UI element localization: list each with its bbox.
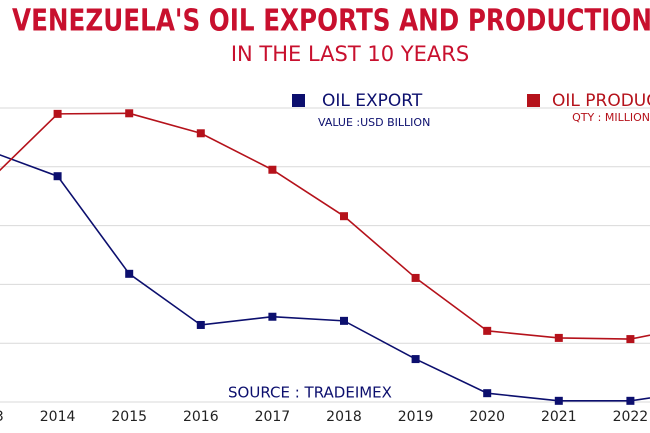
x-tick-label: 2021	[541, 409, 577, 425]
point	[196, 129, 205, 138]
point	[340, 212, 348, 221]
point	[340, 316, 348, 325]
point	[53, 109, 62, 118]
point	[196, 320, 205, 329]
point	[125, 269, 134, 278]
legend-label: OIL EXPORT	[322, 91, 423, 111]
legend-label: OIL PRODUC	[552, 91, 650, 111]
legend-unit: QTY : MILLION	[572, 111, 650, 124]
point	[411, 273, 420, 282]
source: SOURCE : TRADEIMEX	[228, 384, 392, 402]
point	[53, 172, 62, 181]
series-line	[0, 112, 650, 340]
x-tick-label: 2014	[40, 409, 76, 425]
x-tick-label: 2017	[255, 409, 291, 425]
x-tick-label: 2015	[111, 409, 147, 425]
x-tick-label: 2022	[613, 409, 649, 425]
point	[626, 396, 635, 405]
legend-swatch	[527, 94, 540, 107]
point	[268, 312, 277, 321]
x-tick-label: 2013	[0, 409, 4, 425]
x-tick-label: 2018	[326, 409, 362, 425]
chart-title: VENEZUELA'S OIL EXPORTS AND PRODUCTION	[12, 4, 650, 39]
point	[554, 396, 563, 405]
x-tick-label: 2019	[398, 409, 434, 425]
point	[554, 333, 563, 342]
series-line	[0, 154, 650, 402]
point	[483, 389, 492, 398]
point	[411, 355, 420, 364]
point	[483, 326, 492, 335]
point	[125, 109, 134, 118]
point	[626, 335, 635, 344]
x-tick-label: 2020	[469, 409, 505, 425]
chart-subtitle: IN THE LAST 10 YEARS	[231, 42, 469, 66]
x-tick-label: 2016	[183, 409, 219, 425]
legend-unit: VALUE :USD BILLION	[318, 116, 430, 129]
point	[268, 165, 277, 174]
legend-swatch	[292, 94, 305, 107]
